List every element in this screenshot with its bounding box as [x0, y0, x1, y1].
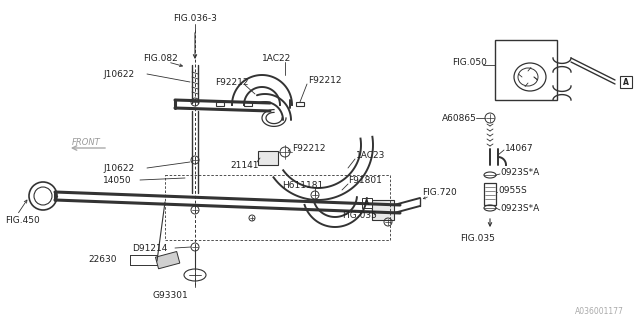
Bar: [362, 198, 372, 208]
Text: 14067: 14067: [505, 143, 534, 153]
Text: 21141: 21141: [230, 161, 259, 170]
Text: A036001177: A036001177: [575, 308, 624, 316]
Text: 14050: 14050: [103, 175, 132, 185]
Text: G93301: G93301: [152, 291, 188, 300]
Text: FIG.035: FIG.035: [342, 211, 377, 220]
Text: 1AC22: 1AC22: [262, 53, 291, 62]
Text: 1AC23: 1AC23: [356, 150, 385, 159]
Bar: [484, 183, 496, 205]
Text: A60865: A60865: [442, 114, 477, 123]
Text: FIG.450: FIG.450: [5, 215, 40, 225]
Text: FRONT: FRONT: [72, 138, 100, 147]
Text: 0923S*A: 0923S*A: [500, 167, 540, 177]
Text: J10622: J10622: [103, 164, 134, 172]
Text: 0923S*A: 0923S*A: [500, 204, 540, 212]
Text: F92212: F92212: [308, 76, 342, 84]
Bar: [244, 102, 252, 106]
Text: FIG.050: FIG.050: [452, 58, 487, 67]
Bar: [216, 102, 224, 106]
Text: FIG.082: FIG.082: [143, 53, 178, 62]
Text: FIG.035: FIG.035: [461, 234, 495, 243]
Text: 0955S: 0955S: [498, 186, 527, 195]
Text: A: A: [623, 77, 629, 86]
Text: F91801: F91801: [348, 175, 382, 185]
Bar: [372, 200, 394, 220]
Text: FIG.036-3: FIG.036-3: [173, 13, 217, 22]
Bar: [296, 102, 304, 106]
Text: A: A: [364, 200, 370, 206]
Text: H611181: H611181: [282, 180, 323, 189]
Text: F92212: F92212: [215, 77, 248, 86]
Bar: [156, 252, 180, 269]
Text: J10622: J10622: [103, 69, 134, 78]
Text: FIG.720: FIG.720: [422, 188, 457, 196]
Bar: [258, 151, 278, 165]
Text: 22630: 22630: [88, 255, 116, 265]
Bar: [620, 76, 632, 88]
Text: F92212: F92212: [292, 143, 326, 153]
Text: D91214: D91214: [132, 244, 168, 252]
Bar: [495, 40, 557, 100]
